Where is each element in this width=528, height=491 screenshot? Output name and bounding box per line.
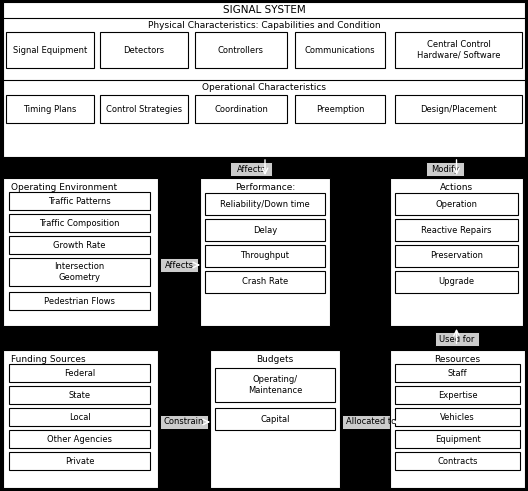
Bar xyxy=(205,271,325,293)
Bar xyxy=(200,178,330,326)
Bar xyxy=(435,332,478,346)
Bar xyxy=(3,350,158,488)
Text: Expertise: Expertise xyxy=(438,390,477,400)
Bar xyxy=(215,408,335,430)
Bar xyxy=(9,236,150,254)
Text: Resources: Resources xyxy=(435,355,480,363)
Text: Private: Private xyxy=(65,457,95,465)
Text: Detectors: Detectors xyxy=(124,46,165,55)
Text: Capital: Capital xyxy=(260,414,290,424)
Text: Traffic Patterns: Traffic Patterns xyxy=(48,196,111,206)
Text: Allocated to: Allocated to xyxy=(346,417,396,427)
Text: Traffic Composition: Traffic Composition xyxy=(39,218,120,227)
Bar xyxy=(3,178,158,326)
Text: Other Agencies: Other Agencies xyxy=(47,435,112,443)
Text: Throughput: Throughput xyxy=(240,251,289,261)
Text: Intersection
Geometry: Intersection Geometry xyxy=(54,262,105,282)
Bar xyxy=(9,292,150,310)
Bar xyxy=(395,430,520,448)
Bar xyxy=(215,368,335,402)
Text: Equipment: Equipment xyxy=(435,435,480,443)
Bar xyxy=(395,271,518,293)
Bar xyxy=(9,430,150,448)
Text: Control Strategies: Control Strategies xyxy=(106,105,182,113)
Bar xyxy=(390,178,523,326)
Text: Reliability/Down time: Reliability/Down time xyxy=(220,199,310,209)
Text: Pedestrian Flows: Pedestrian Flows xyxy=(44,297,115,305)
Bar xyxy=(6,95,94,123)
Text: Upgrade: Upgrade xyxy=(438,277,475,287)
Text: Communications: Communications xyxy=(305,46,375,55)
Bar xyxy=(295,32,385,68)
Text: Growth Rate: Growth Rate xyxy=(53,241,106,249)
Bar xyxy=(100,32,188,68)
Bar xyxy=(390,350,525,488)
Text: Contracts: Contracts xyxy=(437,457,478,465)
Text: Affects: Affects xyxy=(237,164,266,173)
Bar xyxy=(100,95,188,123)
Bar xyxy=(295,95,385,123)
Text: Signal Equipment: Signal Equipment xyxy=(13,46,87,55)
Text: Actions: Actions xyxy=(440,183,473,191)
Text: Funding Sources: Funding Sources xyxy=(11,355,86,363)
Text: Reactive Repairs: Reactive Repairs xyxy=(421,225,492,235)
Bar xyxy=(205,219,325,241)
Text: Federal: Federal xyxy=(64,369,95,378)
Text: Preemption: Preemption xyxy=(316,105,364,113)
Text: Budgets: Budgets xyxy=(257,355,294,363)
Text: Staff: Staff xyxy=(448,369,467,378)
Bar xyxy=(342,415,400,429)
Text: Delay: Delay xyxy=(253,225,277,235)
Bar xyxy=(3,2,525,157)
Text: Vehicles: Vehicles xyxy=(440,412,475,421)
Bar xyxy=(230,162,272,176)
Bar xyxy=(395,32,522,68)
Text: Preservation: Preservation xyxy=(430,251,483,261)
Bar xyxy=(395,193,518,215)
Text: Controllers: Controllers xyxy=(218,46,264,55)
Bar xyxy=(395,95,522,123)
Bar xyxy=(9,364,150,382)
Text: SIGNAL SYSTEM: SIGNAL SYSTEM xyxy=(223,5,305,15)
Bar xyxy=(205,193,325,215)
Bar xyxy=(195,32,287,68)
Text: Central Control
Hardware/ Software: Central Control Hardware/ Software xyxy=(417,40,500,60)
Text: Operating/
Maintenance: Operating/ Maintenance xyxy=(248,375,302,395)
Text: Affects: Affects xyxy=(165,261,193,270)
Bar xyxy=(9,386,150,404)
Bar xyxy=(395,364,520,382)
Bar xyxy=(160,415,208,429)
Text: Operation: Operation xyxy=(436,199,477,209)
Text: Operating Environment: Operating Environment xyxy=(11,183,117,191)
Bar xyxy=(160,258,198,272)
Text: Coordination: Coordination xyxy=(214,105,268,113)
Text: Performance:: Performance: xyxy=(235,183,295,191)
Bar xyxy=(395,245,518,267)
Text: Modify: Modify xyxy=(431,164,459,173)
Bar xyxy=(426,162,464,176)
Bar xyxy=(395,452,520,470)
Text: Used for: Used for xyxy=(439,334,474,344)
Text: Crash Rate: Crash Rate xyxy=(242,277,288,287)
Text: Local: Local xyxy=(69,412,90,421)
Bar xyxy=(395,386,520,404)
Bar xyxy=(9,408,150,426)
Bar xyxy=(9,452,150,470)
Text: Design/Placement: Design/Placement xyxy=(420,105,497,113)
Text: Physical Characteristics: Capabilities and Condition: Physical Characteristics: Capabilities a… xyxy=(148,21,380,29)
Text: Timing Plans: Timing Plans xyxy=(23,105,77,113)
Bar xyxy=(395,408,520,426)
Bar xyxy=(210,350,340,488)
Bar xyxy=(9,192,150,210)
Bar xyxy=(205,245,325,267)
Text: Operational Characteristics: Operational Characteristics xyxy=(202,82,326,91)
Bar xyxy=(9,258,150,286)
Bar xyxy=(6,32,94,68)
Text: Constrain: Constrain xyxy=(164,417,204,427)
Bar xyxy=(9,214,150,232)
Text: State: State xyxy=(69,390,91,400)
Bar xyxy=(395,219,518,241)
Bar xyxy=(195,95,287,123)
